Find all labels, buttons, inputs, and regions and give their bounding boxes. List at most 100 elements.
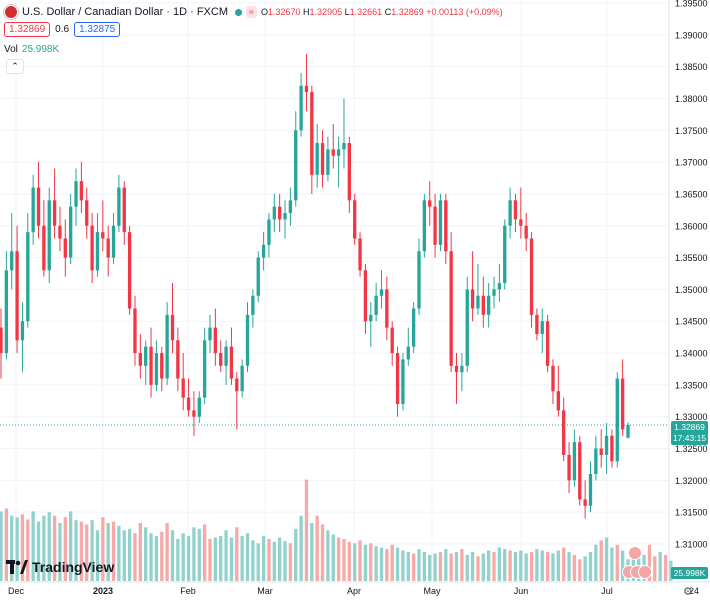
high-value: 1.32905 <box>309 7 343 17</box>
candle-body <box>111 225 116 258</box>
candle-body <box>513 200 518 220</box>
volume-bar <box>465 554 469 581</box>
candle-body <box>433 206 437 245</box>
volume-bar <box>669 560 673 581</box>
volume-bar <box>219 536 223 581</box>
volume-bar <box>615 544 619 581</box>
market-status-icon <box>235 8 243 16</box>
price-tick-label: 1.33500 <box>675 380 708 390</box>
volume-bar <box>299 515 303 581</box>
volume-bar <box>165 523 169 581</box>
price-tick-label: 1.34500 <box>675 317 708 327</box>
time-tick-label: 2023 <box>93 586 113 596</box>
volume-bar <box>122 530 126 581</box>
volume-bar <box>460 549 464 581</box>
volume-bar <box>63 517 67 581</box>
candle-body <box>385 289 389 328</box>
candle-body <box>390 327 394 354</box>
sell-button[interactable]: 1.32869 <box>4 22 51 37</box>
volume-bar <box>36 521 41 581</box>
price-tick-label: 1.31500 <box>675 508 708 518</box>
volume-bar <box>213 537 218 581</box>
us-flag-event-icon[interactable] <box>638 565 652 579</box>
symbol-title[interactable]: U.S. Dollar / Canadian Dollar · 1D · FXC… <box>22 6 229 18</box>
candle-body <box>588 473 593 506</box>
volume-bar <box>304 479 309 581</box>
candle-body <box>58 225 62 239</box>
volume-bar <box>513 552 518 581</box>
price-tick-label: 1.35000 <box>675 285 708 295</box>
price-tick-label: 1.35500 <box>675 253 708 263</box>
volume-bar <box>487 550 491 581</box>
volume-bar <box>208 538 212 581</box>
price-axis[interactable]: 1.39500 1.39000 1.38500 1.38000 1.37500 1.370… <box>675 0 708 550</box>
volume-bar <box>411 553 416 581</box>
candle-body <box>454 365 459 373</box>
buy-button[interactable]: 1.32875 <box>74 22 121 37</box>
price-tick-label: 1.39500 <box>675 0 708 9</box>
candle-body <box>176 340 180 379</box>
volume-bar <box>492 552 496 581</box>
economic-events[interactable] <box>622 546 652 580</box>
time-tick-label: Jun <box>514 586 529 596</box>
candle-body <box>417 251 421 309</box>
volume-bar <box>481 553 485 581</box>
candle-body <box>138 353 142 366</box>
compare-badge[interactable]: ≈ <box>246 6 257 18</box>
candle-body <box>336 149 341 156</box>
candle-body <box>358 238 362 271</box>
volume-bar <box>251 540 255 581</box>
volume-bar <box>240 536 244 581</box>
candle-body <box>604 435 609 455</box>
us-flag-event-icon[interactable] <box>628 546 642 560</box>
volume-bar <box>20 514 25 581</box>
volume-label[interactable]: Vol <box>4 44 18 55</box>
volume-bar <box>663 554 668 581</box>
volume-bar <box>224 530 228 581</box>
volume-bar <box>363 544 368 581</box>
candle-body <box>294 130 298 201</box>
candle-body <box>85 200 89 226</box>
volume-bar <box>294 528 298 581</box>
change-value: +0.00113 (+0.09%) <box>426 7 503 17</box>
volume-bar <box>320 524 325 581</box>
volume-bar <box>272 541 276 581</box>
volume-legend: Vol 25.998K <box>4 44 59 55</box>
volume-bar <box>127 528 132 581</box>
volume-bar <box>369 543 373 581</box>
time-axis[interactable]: Dec 2023 Feb Mar Apr May Jun Jul 24 <box>8 586 699 596</box>
volume-bar <box>315 515 319 581</box>
logo-text: TradingView <box>32 559 115 575</box>
close-label: C <box>384 7 392 17</box>
tradingview-logo[interactable]: TradingView <box>6 559 114 575</box>
symbol-flag-icon <box>4 5 18 19</box>
gear-icon[interactable]: ⚙ <box>683 586 693 598</box>
volume-bar <box>449 553 453 581</box>
price-candles <box>0 53 630 519</box>
volume-bar <box>74 520 78 581</box>
candle-body <box>245 314 250 366</box>
volume-bar <box>401 550 405 581</box>
candle-body <box>620 378 625 430</box>
candle-body <box>572 442 577 481</box>
candle-body <box>95 232 100 271</box>
volume-bar <box>229 537 234 581</box>
volume-bar <box>278 537 282 581</box>
volume-bar <box>390 544 394 581</box>
candle-body <box>90 225 94 271</box>
time-tick-label: Feb <box>180 586 196 596</box>
volume-bar <box>85 524 89 581</box>
candle-body <box>224 346 228 366</box>
trade-panel: 1.32869 0.6 1.32875 <box>4 22 121 37</box>
candle-body <box>331 149 335 156</box>
volume-bar <box>567 552 571 581</box>
candle-body <box>101 232 105 239</box>
candle-body <box>369 314 373 322</box>
open-value: 1.32670 <box>267 7 301 17</box>
volume-bar <box>336 537 341 581</box>
candle-body <box>149 346 153 385</box>
candle-body <box>347 143 351 201</box>
collapse-legend-button[interactable]: ⌃ <box>6 59 24 74</box>
volume-bar <box>106 523 110 581</box>
